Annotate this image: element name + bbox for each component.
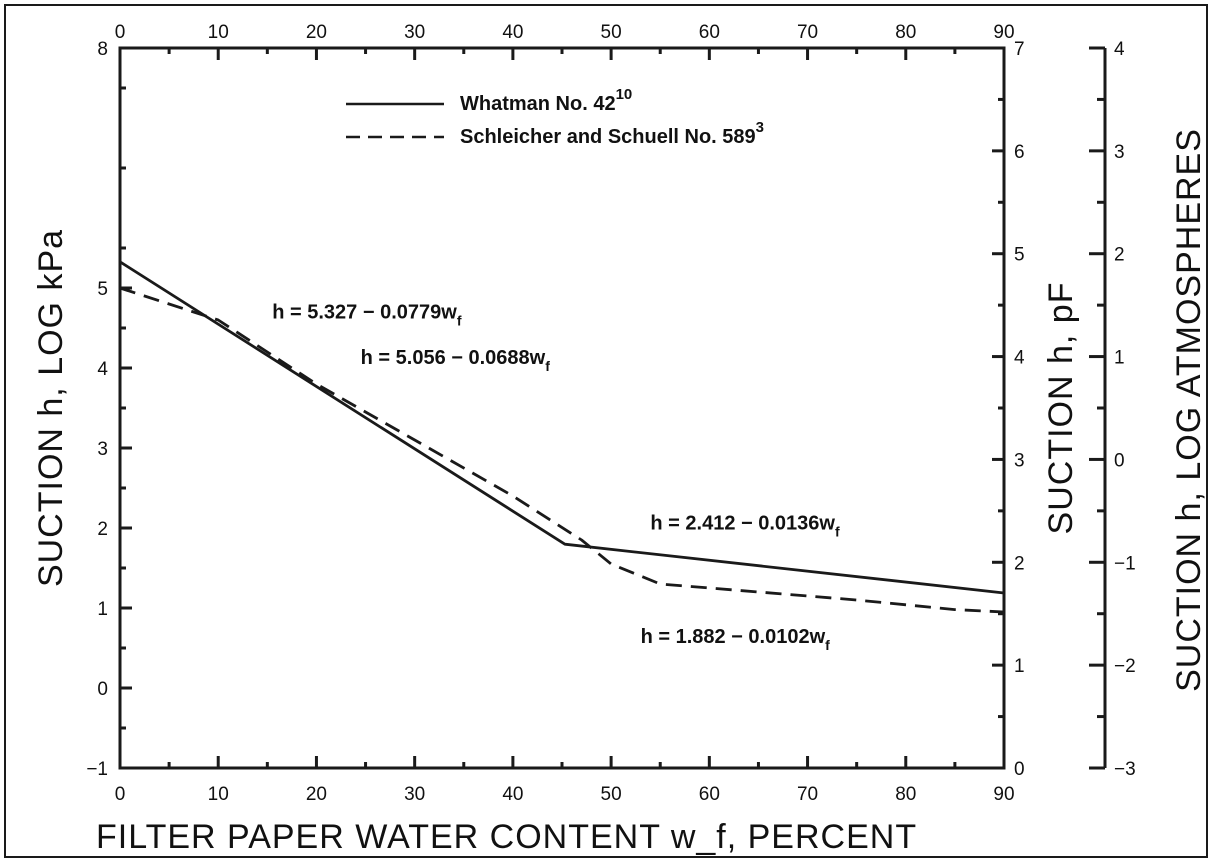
- x-tick-label-bottom: 40: [502, 784, 523, 805]
- legend-entry-sup: 10: [616, 86, 633, 103]
- legend-entry-label: Schleicher and Schuell No. 589: [460, 126, 756, 148]
- legend-entry-label: Whatman No. 42: [460, 93, 616, 115]
- y3-tick-label: 2: [1114, 245, 1125, 266]
- y-tick-label: 0: [97, 679, 108, 700]
- x-tick-label-bottom: 0: [115, 784, 126, 805]
- ticks-layer: [118, 46, 1105, 770]
- x-tick-label-top: 60: [699, 22, 720, 43]
- x-tick-label-top: 90: [993, 22, 1014, 43]
- equation-subscript: f: [835, 524, 840, 540]
- figure-border: [4, 4, 1208, 858]
- y-tick-label: −1: [86, 759, 108, 780]
- y3-tick-label: 1: [1114, 348, 1125, 369]
- y3-axis-title: SUCTION h, LOG ATMOSPHERES: [1170, 128, 1208, 692]
- equation-label: h = 5.327 − 0.0779wf: [272, 301, 462, 328]
- y3-tick-label: −2: [1114, 656, 1136, 677]
- y2-tick-label: 3: [1014, 450, 1025, 471]
- y2-tick-label: 6: [1014, 142, 1025, 163]
- y2-tick-label: 1: [1014, 656, 1025, 677]
- equation-text: h = 5.327 − 0.0779w: [272, 301, 457, 323]
- y-tick-label: 3: [97, 439, 108, 460]
- equation-text: h = 2.412 − 0.0136w: [650, 513, 835, 535]
- legend-entry: Schleicher and Schuell No. 5893: [460, 119, 764, 148]
- y2-tick-label: 0: [1014, 759, 1025, 780]
- x-tick-label-top: 70: [797, 22, 818, 43]
- x-axis-title: FILTER PAPER WATER CONTENT w_f, PERCENT: [96, 818, 917, 856]
- x-tick-label-bottom: 90: [993, 784, 1014, 805]
- y3-tick-label: −3: [1114, 759, 1136, 780]
- y2-tick-label: 4: [1014, 348, 1025, 369]
- x-tick-label-top: 10: [208, 22, 229, 43]
- x-tick-label-bottom: 30: [404, 784, 425, 805]
- y2-tick-label: 7: [1014, 39, 1025, 60]
- equation-subscript: f: [825, 637, 830, 653]
- x-tick-label-top: 30: [404, 22, 425, 43]
- y3-tick-label: 0: [1114, 450, 1125, 471]
- equation-text: h = 1.882 − 0.0102w: [641, 626, 826, 648]
- series-line-schleicher: [119, 286, 1005, 614]
- x-tick-label-top: 40: [502, 22, 523, 43]
- y3-tick-label: −1: [1114, 553, 1136, 574]
- equation-label: h = 1.882 − 0.0102wf: [641, 626, 831, 653]
- legend-entry-sup: 3: [756, 119, 764, 136]
- equation-text: h = 5.056 − 0.0688w: [361, 347, 546, 369]
- y-tick-label: 2: [97, 519, 108, 540]
- y2-tick-label: 5: [1014, 245, 1025, 266]
- x-tick-label-top: 20: [306, 22, 327, 43]
- equation-subscript: f: [545, 358, 550, 374]
- y-tick-label: 1: [97, 599, 108, 620]
- y2-tick-label: 2: [1014, 553, 1025, 574]
- labels-layer: 00101020203030404050506060707080809090−1…: [86, 22, 1135, 805]
- y-axis-title: SUCTION h, LOG kPa: [32, 229, 70, 587]
- x-tick-label-bottom: 70: [797, 784, 818, 805]
- x-tick-label-top: 0: [115, 22, 126, 43]
- plot-frame: [118, 46, 1006, 770]
- y-tick-label: 5: [97, 279, 108, 300]
- equation-subscript: f: [457, 312, 462, 328]
- y-tick-label: 8: [97, 39, 108, 60]
- equation-label: h = 5.056 − 0.0688wf: [361, 347, 551, 374]
- y3-tick-label: 3: [1114, 142, 1125, 163]
- legend-entry: Whatman No. 4210: [460, 86, 632, 115]
- y-tick-label: 4: [97, 359, 108, 380]
- x-tick-label-top: 80: [895, 22, 916, 43]
- x-tick-label-bottom: 20: [306, 784, 327, 805]
- x-tick-label-bottom: 50: [601, 784, 622, 805]
- x-axis-title-main: FILTER PAPER WATER CONTENT w_f, PERCENT: [96, 818, 917, 856]
- equation-label: h = 2.412 − 0.0136wf: [650, 513, 840, 540]
- y3-tick-label: 4: [1114, 39, 1125, 60]
- x-tick-label-bottom: 80: [895, 784, 916, 805]
- y2-axis-title: SUCTION h, pF: [1042, 282, 1080, 535]
- x-tick-label-bottom: 10: [208, 784, 229, 805]
- x-tick-label-top: 50: [601, 22, 622, 43]
- series-layer: [119, 260, 1005, 614]
- series-line-whatman: [119, 260, 1005, 595]
- x-tick-label-bottom: 60: [699, 784, 720, 805]
